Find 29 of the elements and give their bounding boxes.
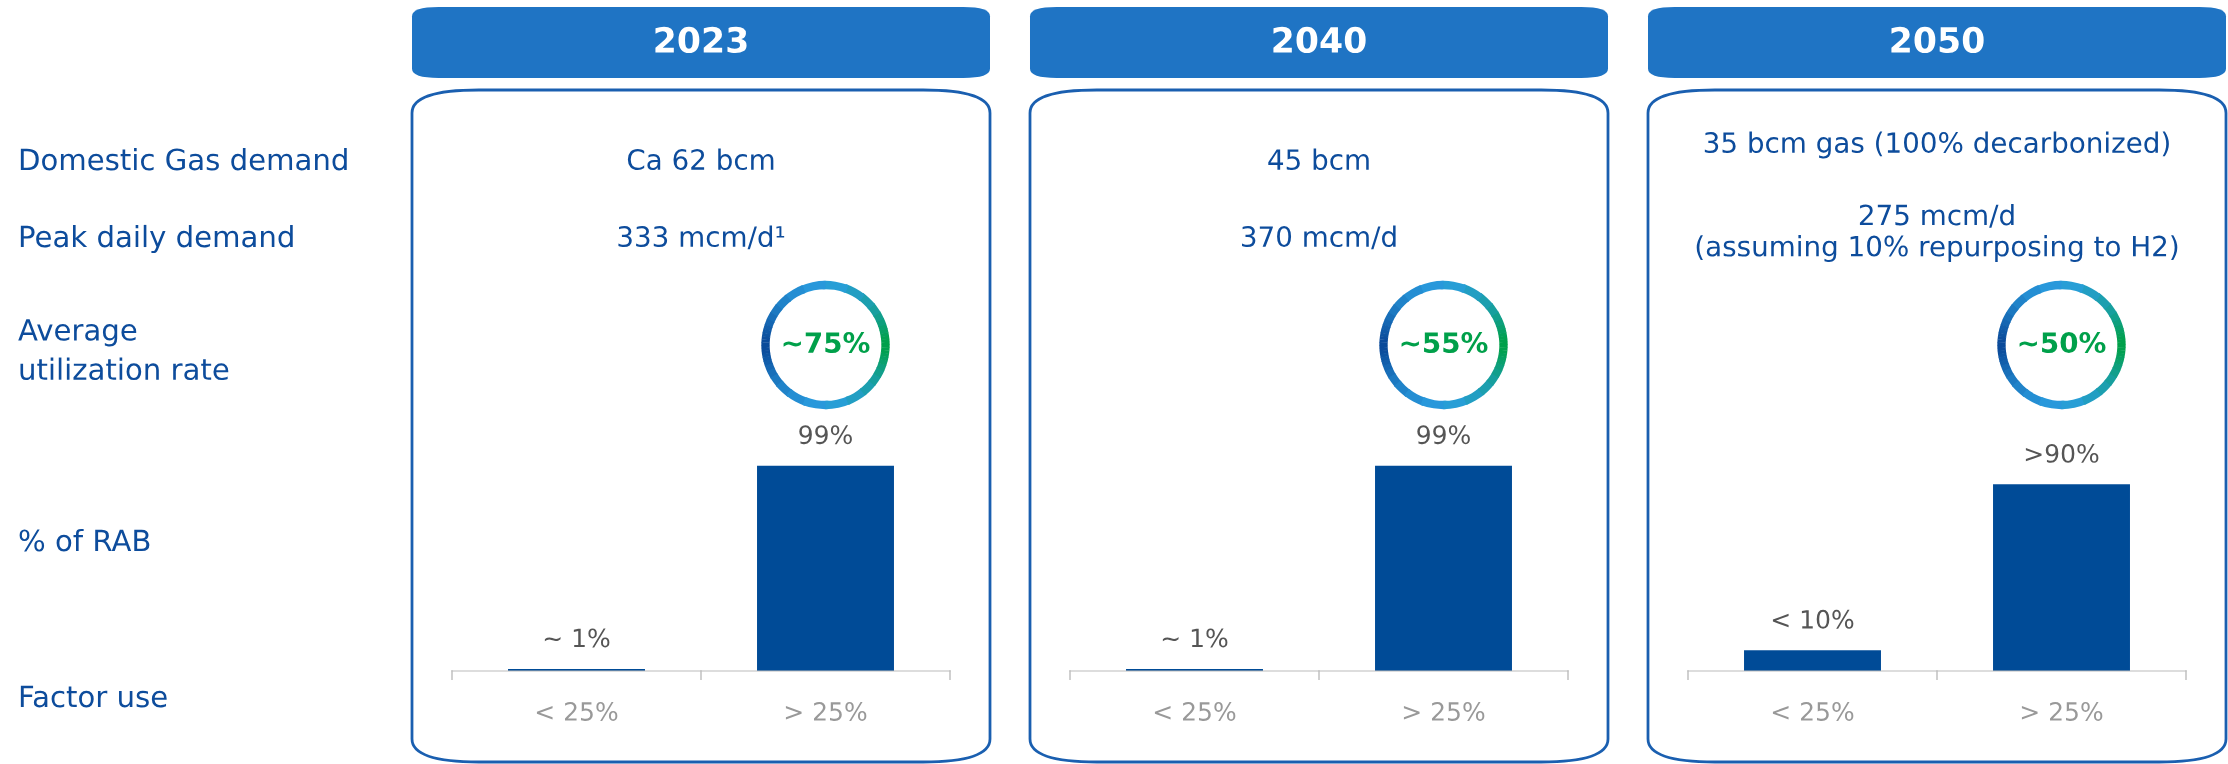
chart-title: 2050 [1891,26,1984,54]
data-label: ~ 1% [1162,628,1228,648]
text: Average utilization rate [18,319,229,381]
text: ~75% [783,332,870,354]
x-tick-label: > 25% [785,702,867,721]
x-tick-label: > 25% [1403,702,1485,721]
data-label: >90% [2025,443,2099,463]
data-label: ~ 1% [544,628,610,648]
text: % of RAB [19,528,150,552]
x-tick-label: < 25% [1154,702,1236,721]
text: 35 bcm gas (100% decarbonized) [1704,131,2169,159]
chart-title: 2023 [655,26,747,54]
data-label: 99% [1417,425,1470,445]
text: 333 mcm/d¹ [618,225,785,250]
data-label: < 10% [1772,609,1854,629]
text: Domestic Gas demand [20,147,347,171]
text: Peak daily demand [20,224,293,254]
text: 275 mcm/d (assuming 10% repurposing to H2) [1696,204,2178,262]
x-tick-label: < 25% [536,702,618,721]
text: 45 bcm [1268,148,1369,171]
text: ~50% [2019,332,2106,354]
text: ~55% [1401,332,1488,354]
text: 370 mcm/d [1242,225,1396,250]
x-tick-label: > 25% [2021,702,2103,721]
data-label: 99% [799,425,852,445]
x-tick-label: < 25% [1772,702,1854,721]
chart-title: 2040 [1273,26,1366,54]
text: Ca 62 bcm [627,148,774,171]
text: Factor use [20,685,167,708]
